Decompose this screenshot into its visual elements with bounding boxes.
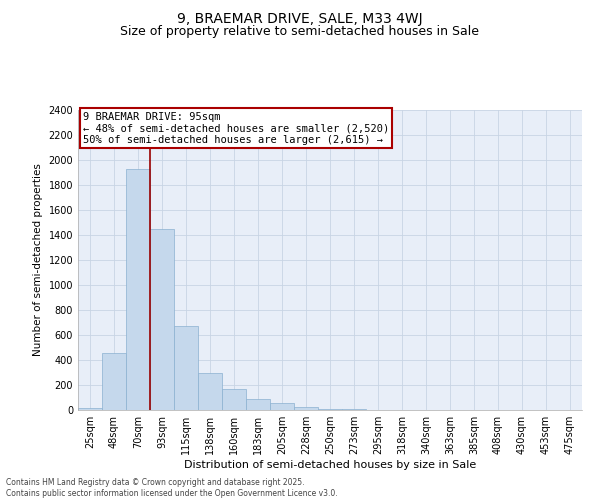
Bar [246,400,270,410]
Bar [318,409,342,410]
Bar [150,229,174,410]
Bar [78,408,102,410]
Text: 9 BRAEMAR DRIVE: 95sqm
← 48% of semi-detached houses are smaller (2,520)
50% of : 9 BRAEMAR DRIVE: 95sqm ← 48% of semi-det… [83,112,389,144]
Bar [222,389,246,410]
Y-axis label: Number of semi-detached properties: Number of semi-detached properties [33,164,43,356]
Bar [270,403,294,410]
Bar [294,407,318,410]
Bar [198,373,222,410]
Bar [126,169,150,410]
Bar [102,352,126,410]
Bar [174,326,198,410]
Text: Contains HM Land Registry data © Crown copyright and database right 2025.
Contai: Contains HM Land Registry data © Crown c… [6,478,338,498]
Text: 9, BRAEMAR DRIVE, SALE, M33 4WJ: 9, BRAEMAR DRIVE, SALE, M33 4WJ [177,12,423,26]
X-axis label: Distribution of semi-detached houses by size in Sale: Distribution of semi-detached houses by … [184,460,476,470]
Text: Size of property relative to semi-detached houses in Sale: Size of property relative to semi-detach… [121,25,479,38]
